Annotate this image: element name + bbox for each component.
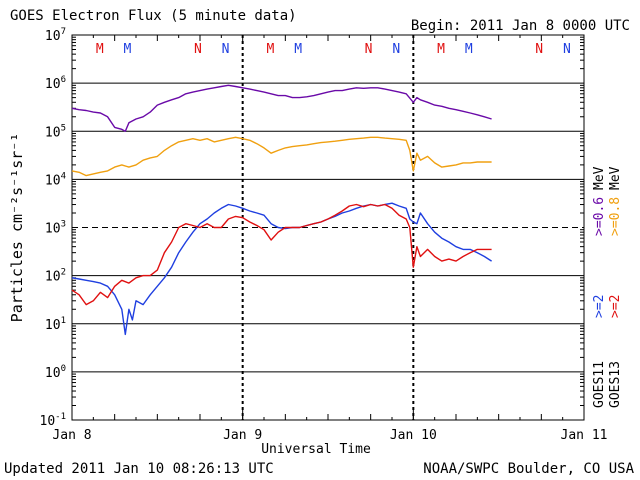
y-tick-label: 102: [45, 268, 66, 285]
local-time-marker: N: [222, 42, 230, 57]
local-time-marker: N: [563, 42, 571, 57]
local-time-marker: M: [266, 42, 274, 57]
x-tick-label: Jan 9: [223, 428, 262, 443]
data-credit: NOAA/SWPC Boulder, CO USA: [423, 461, 634, 477]
series-line: [71, 203, 492, 306]
y-tick-label: 107: [45, 27, 66, 44]
y-tick-label: 103: [45, 220, 66, 237]
y-tick-label: 100: [45, 364, 66, 381]
begin-time: Begin: 2011 Jan 8 0000 UTC: [410, 18, 630, 34]
y-tick-label: 104: [45, 171, 66, 188]
local-time-marker: M: [96, 42, 104, 57]
legend-unit: MeV: [592, 166, 607, 190]
y-tick-label: 106: [45, 75, 66, 92]
updated-time: Updated 2011 Jan 10 08:26:13 UTC: [4, 461, 274, 477]
x-axis-label: Universal Time: [261, 442, 371, 457]
local-time-marker: M: [124, 42, 132, 57]
series-line: [71, 84, 492, 133]
y-tick-label: 101: [45, 316, 66, 333]
local-time-marker: M: [465, 42, 473, 57]
local-time-marker: N: [392, 42, 400, 57]
legend-unit: MeV: [608, 166, 623, 190]
legend-energy-label: >=2: [608, 295, 623, 318]
legend-satellite: GOES13: [608, 361, 623, 408]
y-axis-label: Particles cm⁻²s⁻¹sr⁻¹: [8, 133, 26, 323]
y-tick-label: 105: [45, 123, 66, 140]
y-tick-label: 10-1: [40, 412, 67, 429]
legend-energy-label: >=0.8: [608, 197, 623, 236]
series-line: [71, 202, 492, 336]
local-time-marker: N: [194, 42, 202, 57]
x-tick-label: Jan 8: [52, 428, 91, 443]
chart-title: GOES Electron Flux (5 minute data): [10, 8, 297, 24]
legend-satellite: GOES11: [592, 361, 607, 408]
x-tick-label: Jan 11: [561, 428, 608, 443]
legend-energy-label: >=2: [592, 295, 607, 318]
local-time-marker: N: [365, 42, 373, 57]
x-tick-label: Jan 10: [390, 428, 437, 443]
series-line: [71, 136, 492, 177]
legend-energy-label: >=0.6: [592, 197, 607, 236]
local-time-marker: M: [437, 42, 445, 57]
local-time-marker: M: [294, 42, 302, 57]
local-time-marker: N: [535, 42, 543, 57]
